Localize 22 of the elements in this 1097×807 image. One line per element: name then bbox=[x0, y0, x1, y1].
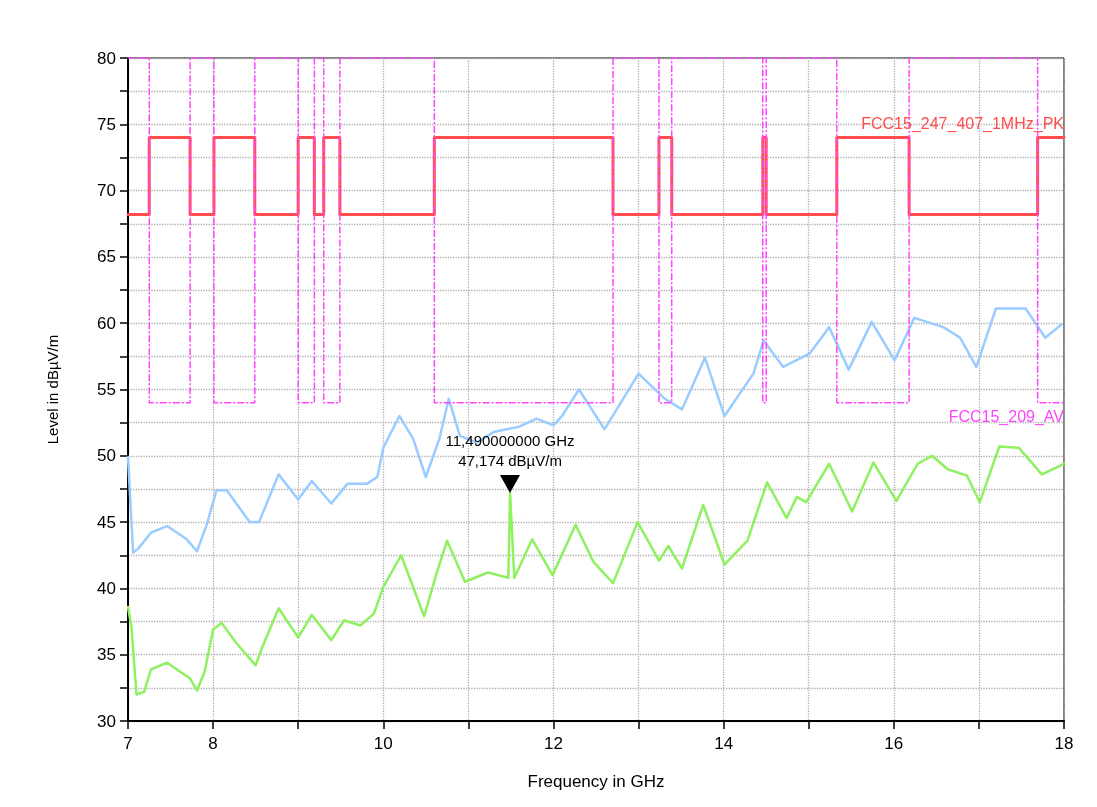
x-tick-label: 14 bbox=[714, 734, 734, 753]
y-tick-label: 80 bbox=[97, 48, 116, 68]
y-tick-label: 30 bbox=[97, 711, 116, 731]
x-tick-label: 10 bbox=[373, 734, 393, 753]
x-tick-label: 7 bbox=[123, 734, 133, 753]
y-tick-label: 55 bbox=[97, 380, 116, 399]
y-tick-label: 50 bbox=[97, 446, 116, 466]
annotation: 11,490000000 GHz 47,174 dBµV/m bbox=[444, 431, 576, 472]
y-tick-label: 35 bbox=[97, 645, 116, 665]
x-tick-label: 12 bbox=[543, 734, 563, 753]
x-tick-label: 16 bbox=[884, 734, 904, 753]
y-tick-label: 70 bbox=[97, 181, 116, 201]
y-tick-label: 75 bbox=[97, 114, 116, 134]
x-tick-label: 8 bbox=[208, 734, 218, 753]
y-tick-label: 45 bbox=[97, 512, 116, 532]
y-tick-label: 60 bbox=[97, 313, 116, 333]
x-tick-label: 18 bbox=[1054, 734, 1074, 753]
x-axis-title: Frequency in GHz bbox=[527, 772, 665, 791]
y-tick-label: 40 bbox=[97, 578, 116, 598]
line-series bbox=[126, 307, 1063, 554]
y-tick-label: 65 bbox=[97, 247, 116, 267]
y-axis-title: Level in dBµV/m bbox=[44, 334, 61, 445]
